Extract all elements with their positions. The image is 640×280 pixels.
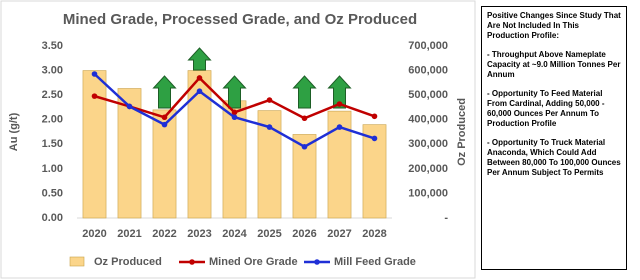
- legend-label: Mill Feed Grade: [334, 256, 416, 268]
- point: [196, 88, 203, 95]
- chart-title: Mined Grade, Processed Grade, and Oz Pro…: [63, 11, 417, 28]
- x-tick-label: 2028: [362, 228, 386, 240]
- point: [336, 101, 343, 107]
- legend-label: Mined Ore Grade: [209, 256, 298, 268]
- y2-tick-label: 100,000: [408, 187, 448, 199]
- bar: [362, 124, 387, 219]
- point: [266, 124, 273, 130]
- legend-swatch: [314, 259, 320, 265]
- y2-tick-label: 600,000: [408, 64, 448, 76]
- y2-tick-label: -: [444, 212, 448, 224]
- chart-frame: [0, 0, 476, 279]
- y-axis-label: Au (g/t): [8, 112, 20, 151]
- legend-label: Oz Produced: [94, 256, 162, 268]
- bar: [292, 134, 317, 219]
- note-box: Positive Changes Since Study That Are No…: [481, 6, 627, 270]
- arrow: [327, 75, 352, 109]
- x-tick-label: 2026: [292, 228, 316, 240]
- x-tick-label: 2020: [82, 228, 106, 240]
- x-tick-label: 2024: [222, 228, 247, 240]
- bar: [187, 70, 212, 219]
- y-tick-label: 0.50: [42, 187, 63, 199]
- note-item: - Opportunity To Truck Material Anaconda…: [487, 138, 621, 177]
- note-item: - Throughput Above Nameplate Capacity at…: [487, 50, 621, 79]
- point: [126, 103, 133, 110]
- point: [161, 114, 168, 121]
- y-tick-label: 2.00: [42, 114, 63, 126]
- point: [266, 97, 273, 103]
- note-heading: Positive Changes Since Study That Are No…: [487, 11, 621, 40]
- x-tick-label: 2023: [187, 228, 211, 240]
- point: [196, 75, 203, 81]
- bar: [257, 110, 282, 219]
- arrow: [187, 47, 212, 71]
- y2-tick-label: 400,000: [408, 114, 448, 126]
- y2-tick-label: 300,000: [408, 138, 448, 150]
- point: [231, 109, 238, 116]
- y-tick-label: 1.00: [42, 163, 63, 175]
- point: [371, 135, 378, 142]
- y2-tick-label: 500,000: [408, 89, 448, 101]
- x-tick-label: 2027: [327, 228, 351, 240]
- x-tick-label: 2021: [117, 228, 141, 240]
- y-tick-label: 3.50: [42, 40, 63, 52]
- point: [371, 113, 378, 120]
- point: [336, 124, 343, 130]
- y2-axis-label: Oz Produced: [456, 98, 468, 166]
- bar: [152, 109, 177, 219]
- bar: [327, 110, 352, 219]
- y-tick-label: 2.50: [42, 89, 63, 101]
- note-item: - Opportunity To Feed Material From Card…: [487, 89, 605, 128]
- y2-tick-label: 700,000: [408, 40, 448, 52]
- y2-tick-label: 200,000: [408, 163, 448, 175]
- arrow: [152, 75, 177, 109]
- point: [91, 71, 98, 77]
- arrow: [222, 75, 247, 109]
- x-tick-label: 2022: [152, 228, 176, 240]
- y-tick-label: 1.50: [42, 138, 63, 150]
- bar: [117, 88, 142, 219]
- legend-swatch: [69, 256, 85, 267]
- point: [91, 93, 98, 99]
- arrow: [292, 75, 317, 109]
- bar: [82, 70, 107, 219]
- y-tick-label: 0.00: [42, 212, 63, 224]
- legend-swatch: [189, 259, 195, 265]
- point: [301, 143, 308, 150]
- point: [301, 115, 308, 122]
- x-tick-label: 2025: [257, 228, 281, 240]
- y-tick-label: 3.00: [42, 64, 63, 76]
- point: [161, 121, 168, 128]
- point: [231, 114, 238, 121]
